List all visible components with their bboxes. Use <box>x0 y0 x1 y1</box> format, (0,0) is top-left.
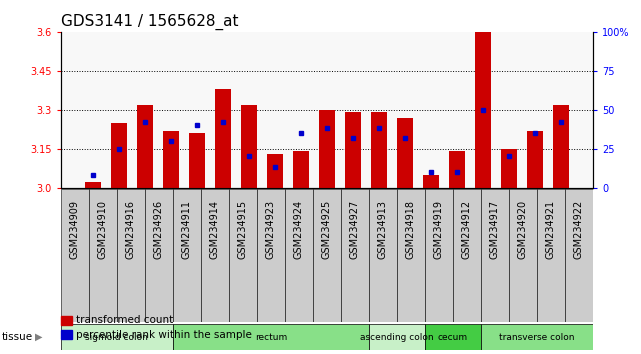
Text: cecum: cecum <box>438 333 468 342</box>
Text: GSM234919: GSM234919 <box>434 200 444 259</box>
Text: GSM234913: GSM234913 <box>378 200 388 259</box>
Bar <box>257 189 285 322</box>
Text: GSM234924: GSM234924 <box>294 200 304 259</box>
Bar <box>501 149 517 188</box>
Bar <box>565 189 593 322</box>
Text: GSM234921: GSM234921 <box>546 200 556 259</box>
Text: tissue: tissue <box>2 332 33 342</box>
Bar <box>89 189 117 322</box>
Text: GSM234917: GSM234917 <box>490 200 500 259</box>
Bar <box>371 112 387 188</box>
Bar <box>397 189 425 322</box>
Bar <box>173 324 369 350</box>
Bar <box>423 175 438 188</box>
Text: GSM234927: GSM234927 <box>350 200 360 259</box>
Bar <box>215 89 231 188</box>
Bar <box>201 189 229 322</box>
Text: GSM234916: GSM234916 <box>126 200 136 259</box>
Text: GSM234926: GSM234926 <box>154 200 164 259</box>
Bar <box>527 131 543 188</box>
Bar <box>509 189 537 322</box>
Text: GSM234922: GSM234922 <box>574 200 584 259</box>
Bar <box>449 151 465 188</box>
Bar <box>85 182 101 188</box>
Text: GSM234909: GSM234909 <box>70 200 80 259</box>
Bar <box>111 123 127 188</box>
Bar <box>453 189 481 322</box>
Bar <box>267 154 283 188</box>
Text: GSM234920: GSM234920 <box>518 200 528 259</box>
Bar <box>481 189 509 322</box>
Bar <box>61 189 89 322</box>
Text: GSM234923: GSM234923 <box>266 200 276 259</box>
Bar <box>313 189 341 322</box>
Text: GSM234912: GSM234912 <box>462 200 472 259</box>
Text: percentile rank within the sample: percentile rank within the sample <box>76 330 252 339</box>
Bar <box>481 324 593 350</box>
Text: ▶: ▶ <box>35 332 43 342</box>
Bar <box>475 32 491 188</box>
Bar <box>425 189 453 322</box>
Bar <box>163 131 179 188</box>
Text: rectum: rectum <box>254 333 287 342</box>
Bar <box>553 104 569 188</box>
Bar <box>117 189 145 322</box>
Text: GSM234915: GSM234915 <box>238 200 248 259</box>
Bar <box>293 151 309 188</box>
Text: transformed count: transformed count <box>76 315 174 325</box>
Text: GSM234910: GSM234910 <box>98 200 108 259</box>
Bar <box>425 324 481 350</box>
Bar <box>173 189 201 322</box>
Bar <box>319 110 335 188</box>
Bar <box>345 112 361 188</box>
Text: GSM234925: GSM234925 <box>322 200 332 259</box>
Text: GDS3141 / 1565628_at: GDS3141 / 1565628_at <box>61 14 238 30</box>
Text: sigmoid colon: sigmoid colon <box>85 333 148 342</box>
Bar <box>537 189 565 322</box>
Text: transverse colon: transverse colon <box>499 333 575 342</box>
Bar <box>137 104 153 188</box>
Bar <box>285 189 313 322</box>
Bar <box>341 189 369 322</box>
Bar <box>145 189 173 322</box>
Bar <box>241 104 256 188</box>
Bar <box>369 324 425 350</box>
Text: GSM234918: GSM234918 <box>406 200 416 259</box>
Text: ascending colon: ascending colon <box>360 333 434 342</box>
Text: GSM234911: GSM234911 <box>182 200 192 259</box>
Text: GSM234914: GSM234914 <box>210 200 220 259</box>
Bar <box>397 118 413 188</box>
Bar <box>189 133 204 188</box>
Bar <box>61 324 173 350</box>
Bar <box>369 189 397 322</box>
Bar <box>229 189 257 322</box>
